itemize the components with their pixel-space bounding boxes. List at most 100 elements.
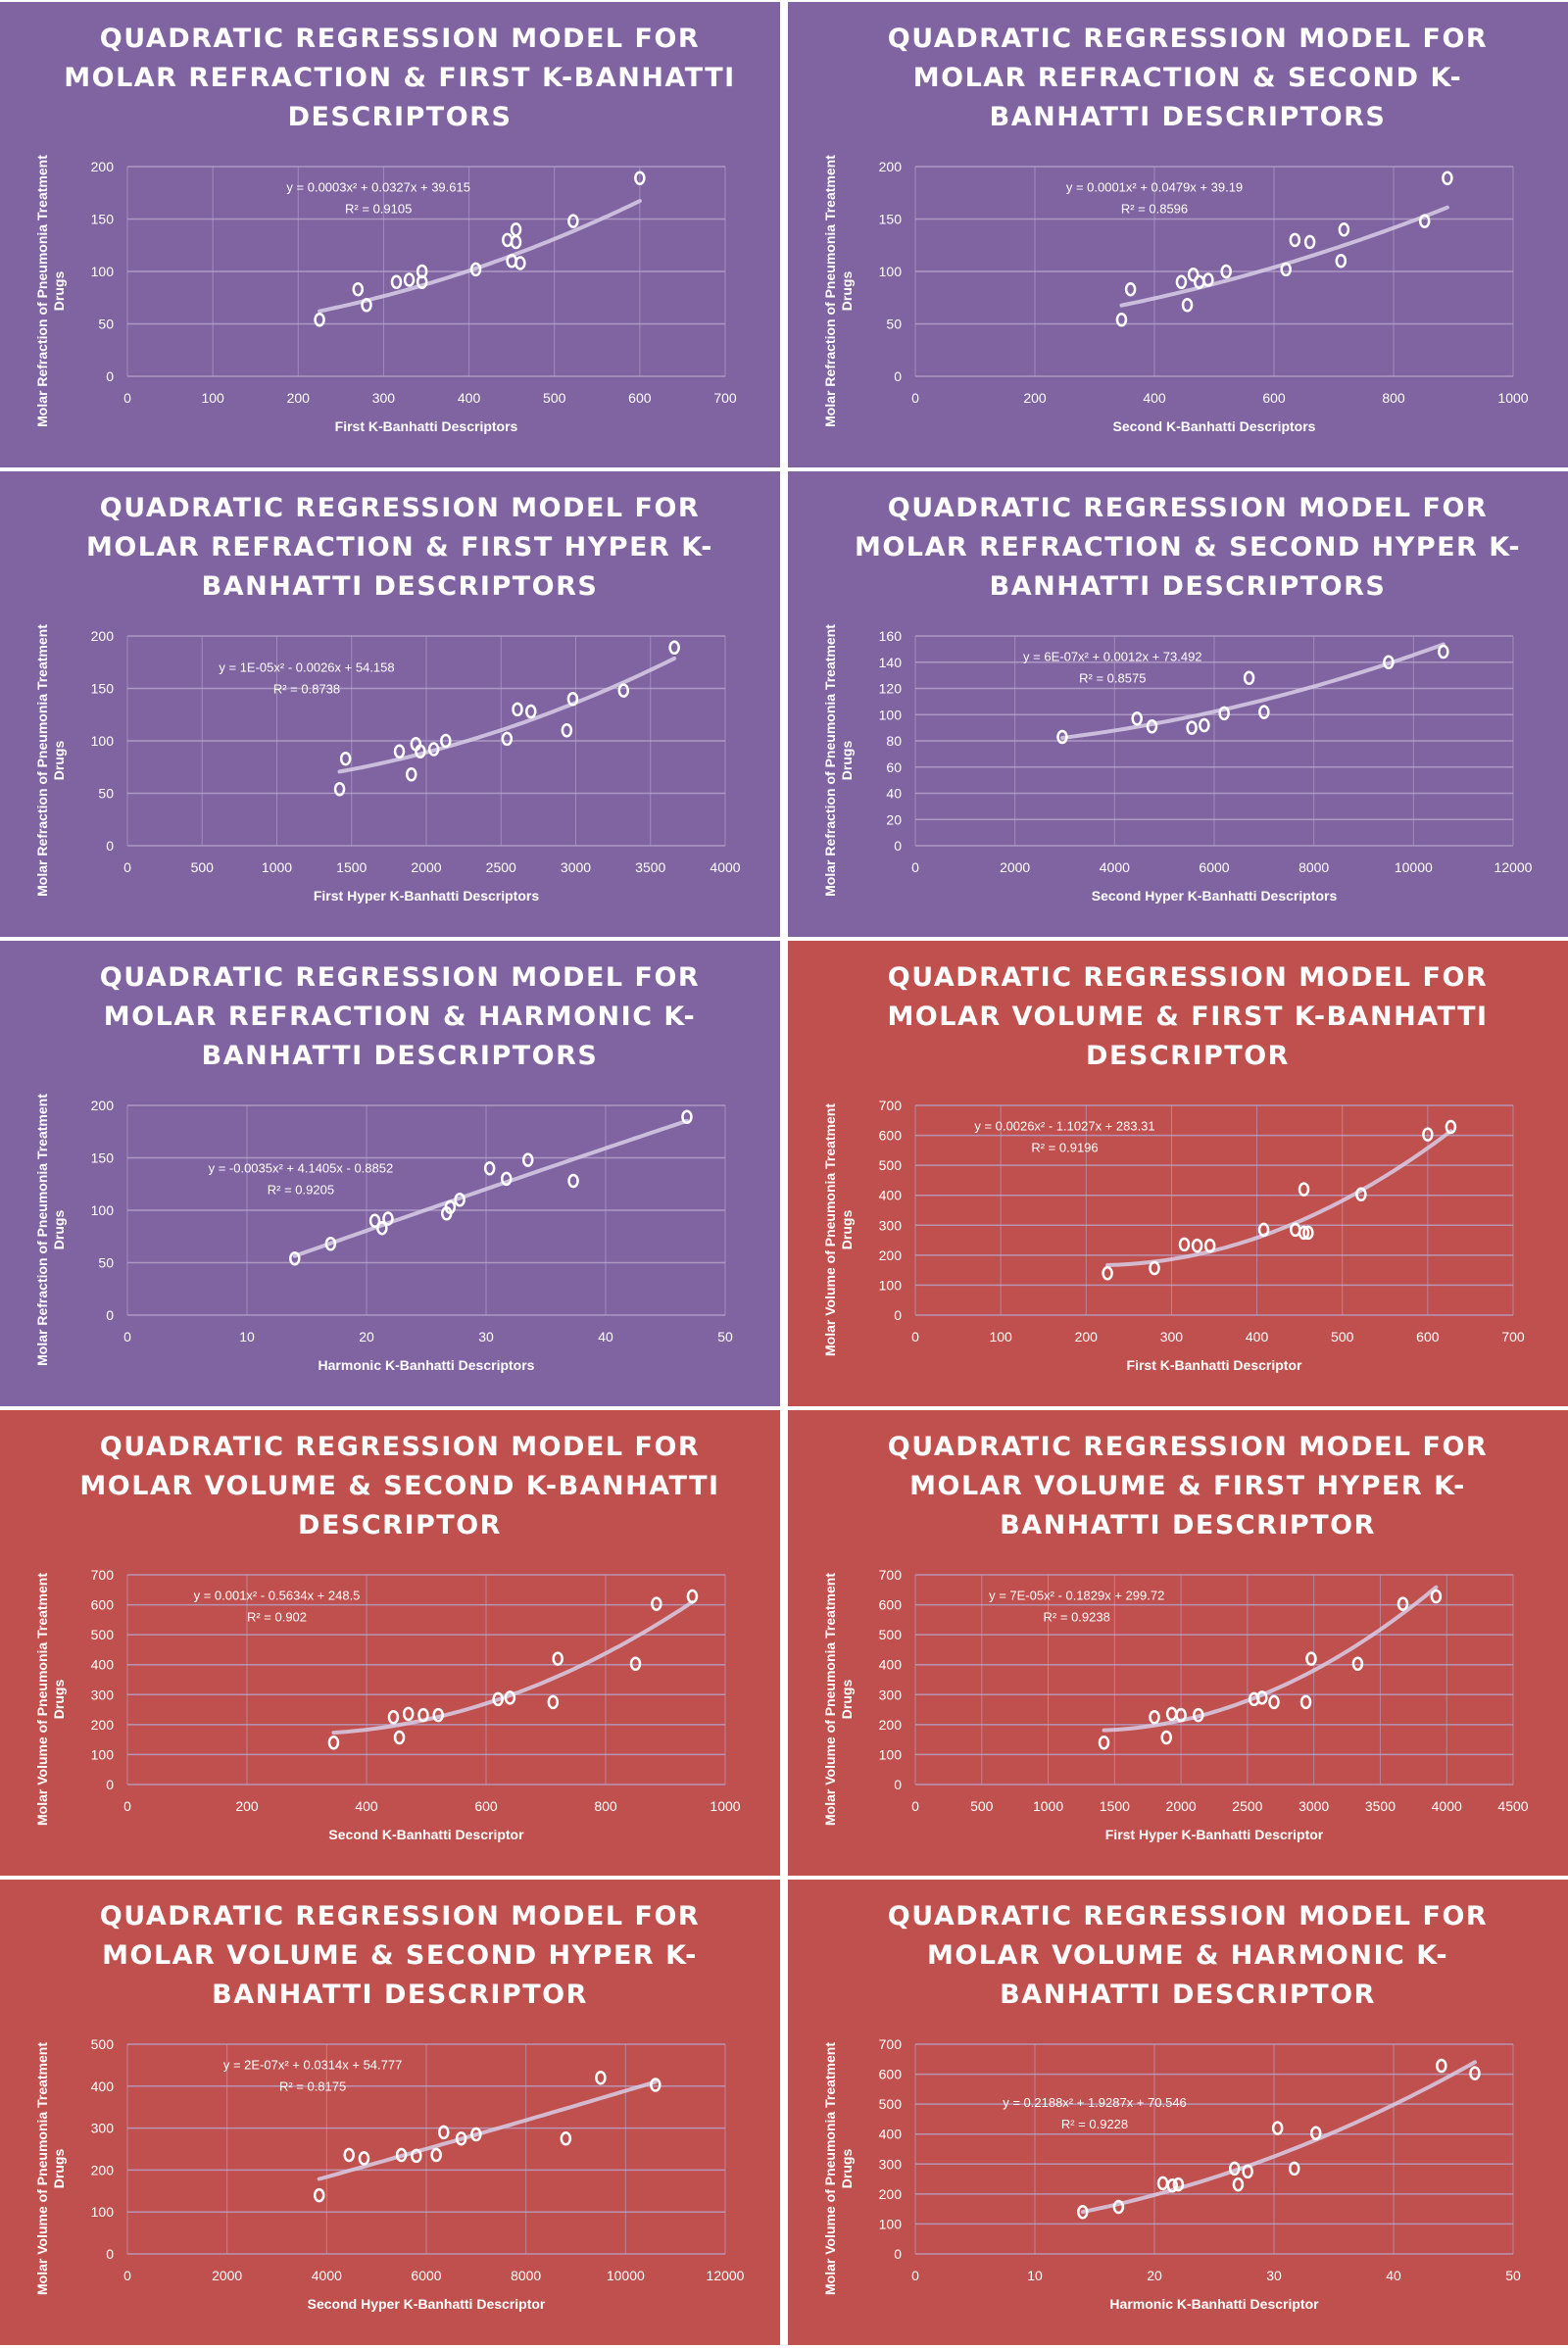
x-tick-label: 0	[911, 2268, 919, 2283]
y-tick-label: 80	[886, 733, 902, 749]
chart-title: QUADRATIC REGRESSION MODEL FOR MOLAR VOL…	[99, 1901, 701, 2010]
y-tick-label: 50	[98, 786, 114, 802]
y-tick-label: 40	[886, 786, 902, 802]
data-point	[1160, 1730, 1172, 1745]
y-axis-label-line: Molar Refraction of Pneumonia Treatment	[822, 624, 838, 897]
chart-panel-1: QUADRATIC REGRESSION MODEL FOR MOLAR REF…	[0, 2, 780, 467]
y-tick-label: 300	[879, 1217, 903, 1233]
data-point	[1199, 717, 1210, 733]
data-point	[1280, 262, 1292, 277]
x-tick-label: 800	[594, 1798, 617, 1814]
x-axis-label: Harmonic K-Banhatti Descriptors	[318, 1357, 535, 1373]
data-point	[595, 2070, 607, 2085]
x-axis-label: Second Hyper K-Banhatti Descriptor	[308, 2296, 546, 2312]
data-point	[1298, 1225, 1310, 1241]
x-tick-label: 3000	[561, 859, 591, 875]
y-tick-label: 150	[91, 212, 115, 227]
trend-equation: y = 0.0003x² + 0.0327x + 39.615	[286, 180, 470, 195]
data-point	[1124, 281, 1137, 297]
chart-title: QUADRATIC REGRESSION MODEL FOR MOLAR REF…	[85, 493, 714, 602]
trendline	[1080, 2060, 1477, 2215]
data-point	[313, 2187, 325, 2203]
chart-panel-8: QUADRATIC REGRESSION MODEL FOR MOLAR VOL…	[788, 1410, 1568, 1876]
scatter-plot: 0 10 20 30 40 500100200300400500600700Harmoni…	[822, 2036, 1521, 2312]
data-point	[1288, 2161, 1300, 2177]
x-tick-label: 400	[355, 1798, 378, 1814]
x-tick-label: 20	[1147, 2268, 1162, 2283]
y-tick-label: 600	[879, 1597, 903, 1613]
data-point	[567, 1173, 579, 1189]
data-point	[634, 171, 646, 186]
data-point	[427, 742, 440, 757]
x-tick-label: 0	[123, 859, 131, 875]
data-point	[1258, 705, 1270, 719]
y-axis-label-line: Molar Refraction of Pneumonia Treatment	[34, 624, 50, 897]
data-point	[333, 781, 346, 797]
data-point	[444, 1199, 457, 1215]
r-squared-label: R² = 0.8596	[1121, 202, 1188, 217]
data-point	[1203, 1238, 1216, 1253]
y-tick-label: 300	[91, 2121, 115, 2136]
scatter-plot: 0 10 20 30 40 50 0 50 100 150 200 Harmonic K-Banhat…	[34, 1094, 733, 1373]
x-tick-label: 600	[628, 390, 652, 406]
data-point	[1355, 1187, 1367, 1202]
chart-panel-6: QUADRATIC REGRESSION MODEL FOR MOLAR VOL…	[788, 941, 1568, 1406]
data-point	[470, 2127, 482, 2142]
y-axis-label-line: Molar Volume of Pneumonia Treatment	[822, 1103, 838, 1356]
data-point	[1149, 1709, 1160, 1725]
x-tick-label: 500	[543, 390, 566, 406]
data-point	[686, 1589, 699, 1604]
data-point	[454, 1193, 466, 1207]
x-tick-label: 3500	[1365, 1798, 1396, 1814]
data-point	[1220, 264, 1232, 279]
y-axis-label: Molar Refraction of Pneumonia TreatmentD…	[822, 624, 855, 897]
y-tick-label: 20	[886, 811, 902, 827]
data-point	[1299, 1694, 1312, 1710]
y-tick-label: 150	[91, 681, 115, 697]
data-point	[500, 1171, 513, 1187]
y-tick-label: 400	[91, 1657, 115, 1673]
data-point	[417, 1707, 429, 1723]
x-tick-label: 2500	[1232, 1798, 1262, 1814]
trendline	[1060, 642, 1446, 740]
y-axis-label-line: Drugs	[51, 2149, 67, 2189]
chart-panel-4: QUADRATIC REGRESSION MODEL FOR MOLAR REF…	[788, 471, 1568, 937]
data-point	[1181, 297, 1194, 313]
x-tick-label: 500	[1331, 1329, 1354, 1345]
trendline	[337, 656, 677, 774]
y-tick-label: 100	[879, 1746, 903, 1762]
y-axis-label: Molar Volume of Pneumonia TreatmentDrugs	[34, 1573, 67, 1826]
x-tick-label: 10	[239, 1329, 255, 1345]
data-point	[1418, 214, 1431, 228]
y-tick-label: 600	[879, 2067, 903, 2082]
data-point	[510, 221, 522, 237]
y-axis-label: Molar Volume of Pneumonia TreatmentDrugs	[34, 2042, 67, 2295]
data-point	[1445, 1119, 1457, 1135]
data-point	[510, 234, 522, 250]
x-tick-label: 4000	[312, 2268, 342, 2283]
y-axis-label-line: Molar Refraction of Pneumonia Treatment	[822, 155, 838, 427]
data-point	[1156, 2176, 1169, 2191]
y-axis-label: Molar Refraction of Pneumonia TreatmentD…	[34, 624, 67, 897]
x-axis-label: Second K-Banhatti Descriptor	[328, 1827, 524, 1842]
data-point	[552, 1651, 564, 1666]
x-tick-label: 4000	[710, 859, 740, 875]
x-axis-label: First Hyper K-Banhatti Descriptor	[1105, 1827, 1324, 1842]
data-point	[393, 1730, 406, 1745]
data-point	[512, 702, 523, 717]
data-point	[567, 214, 579, 228]
trend-equation: y = 0.0001x² + 0.0479x + 39.19	[1066, 180, 1243, 195]
y-tick-label: 100	[91, 733, 115, 749]
r-squared-label: R² = 0.9228	[1061, 2117, 1128, 2131]
data-point	[1268, 1694, 1280, 1710]
trendline	[292, 1118, 689, 1258]
y-tick-label: 400	[879, 1188, 903, 1203]
y-tick-label: 500	[879, 1157, 903, 1173]
data-point	[415, 744, 426, 758]
x-tick-label: 2000	[1000, 859, 1030, 875]
trend-equation: y = 1E-05x² - 0.0026x + 54.158	[219, 660, 394, 674]
data-point	[1242, 2164, 1253, 2179]
y-tick-label: 100	[879, 707, 903, 722]
x-tick-label: 2000	[411, 859, 441, 875]
y-tick-label: 400	[91, 2079, 115, 2094]
